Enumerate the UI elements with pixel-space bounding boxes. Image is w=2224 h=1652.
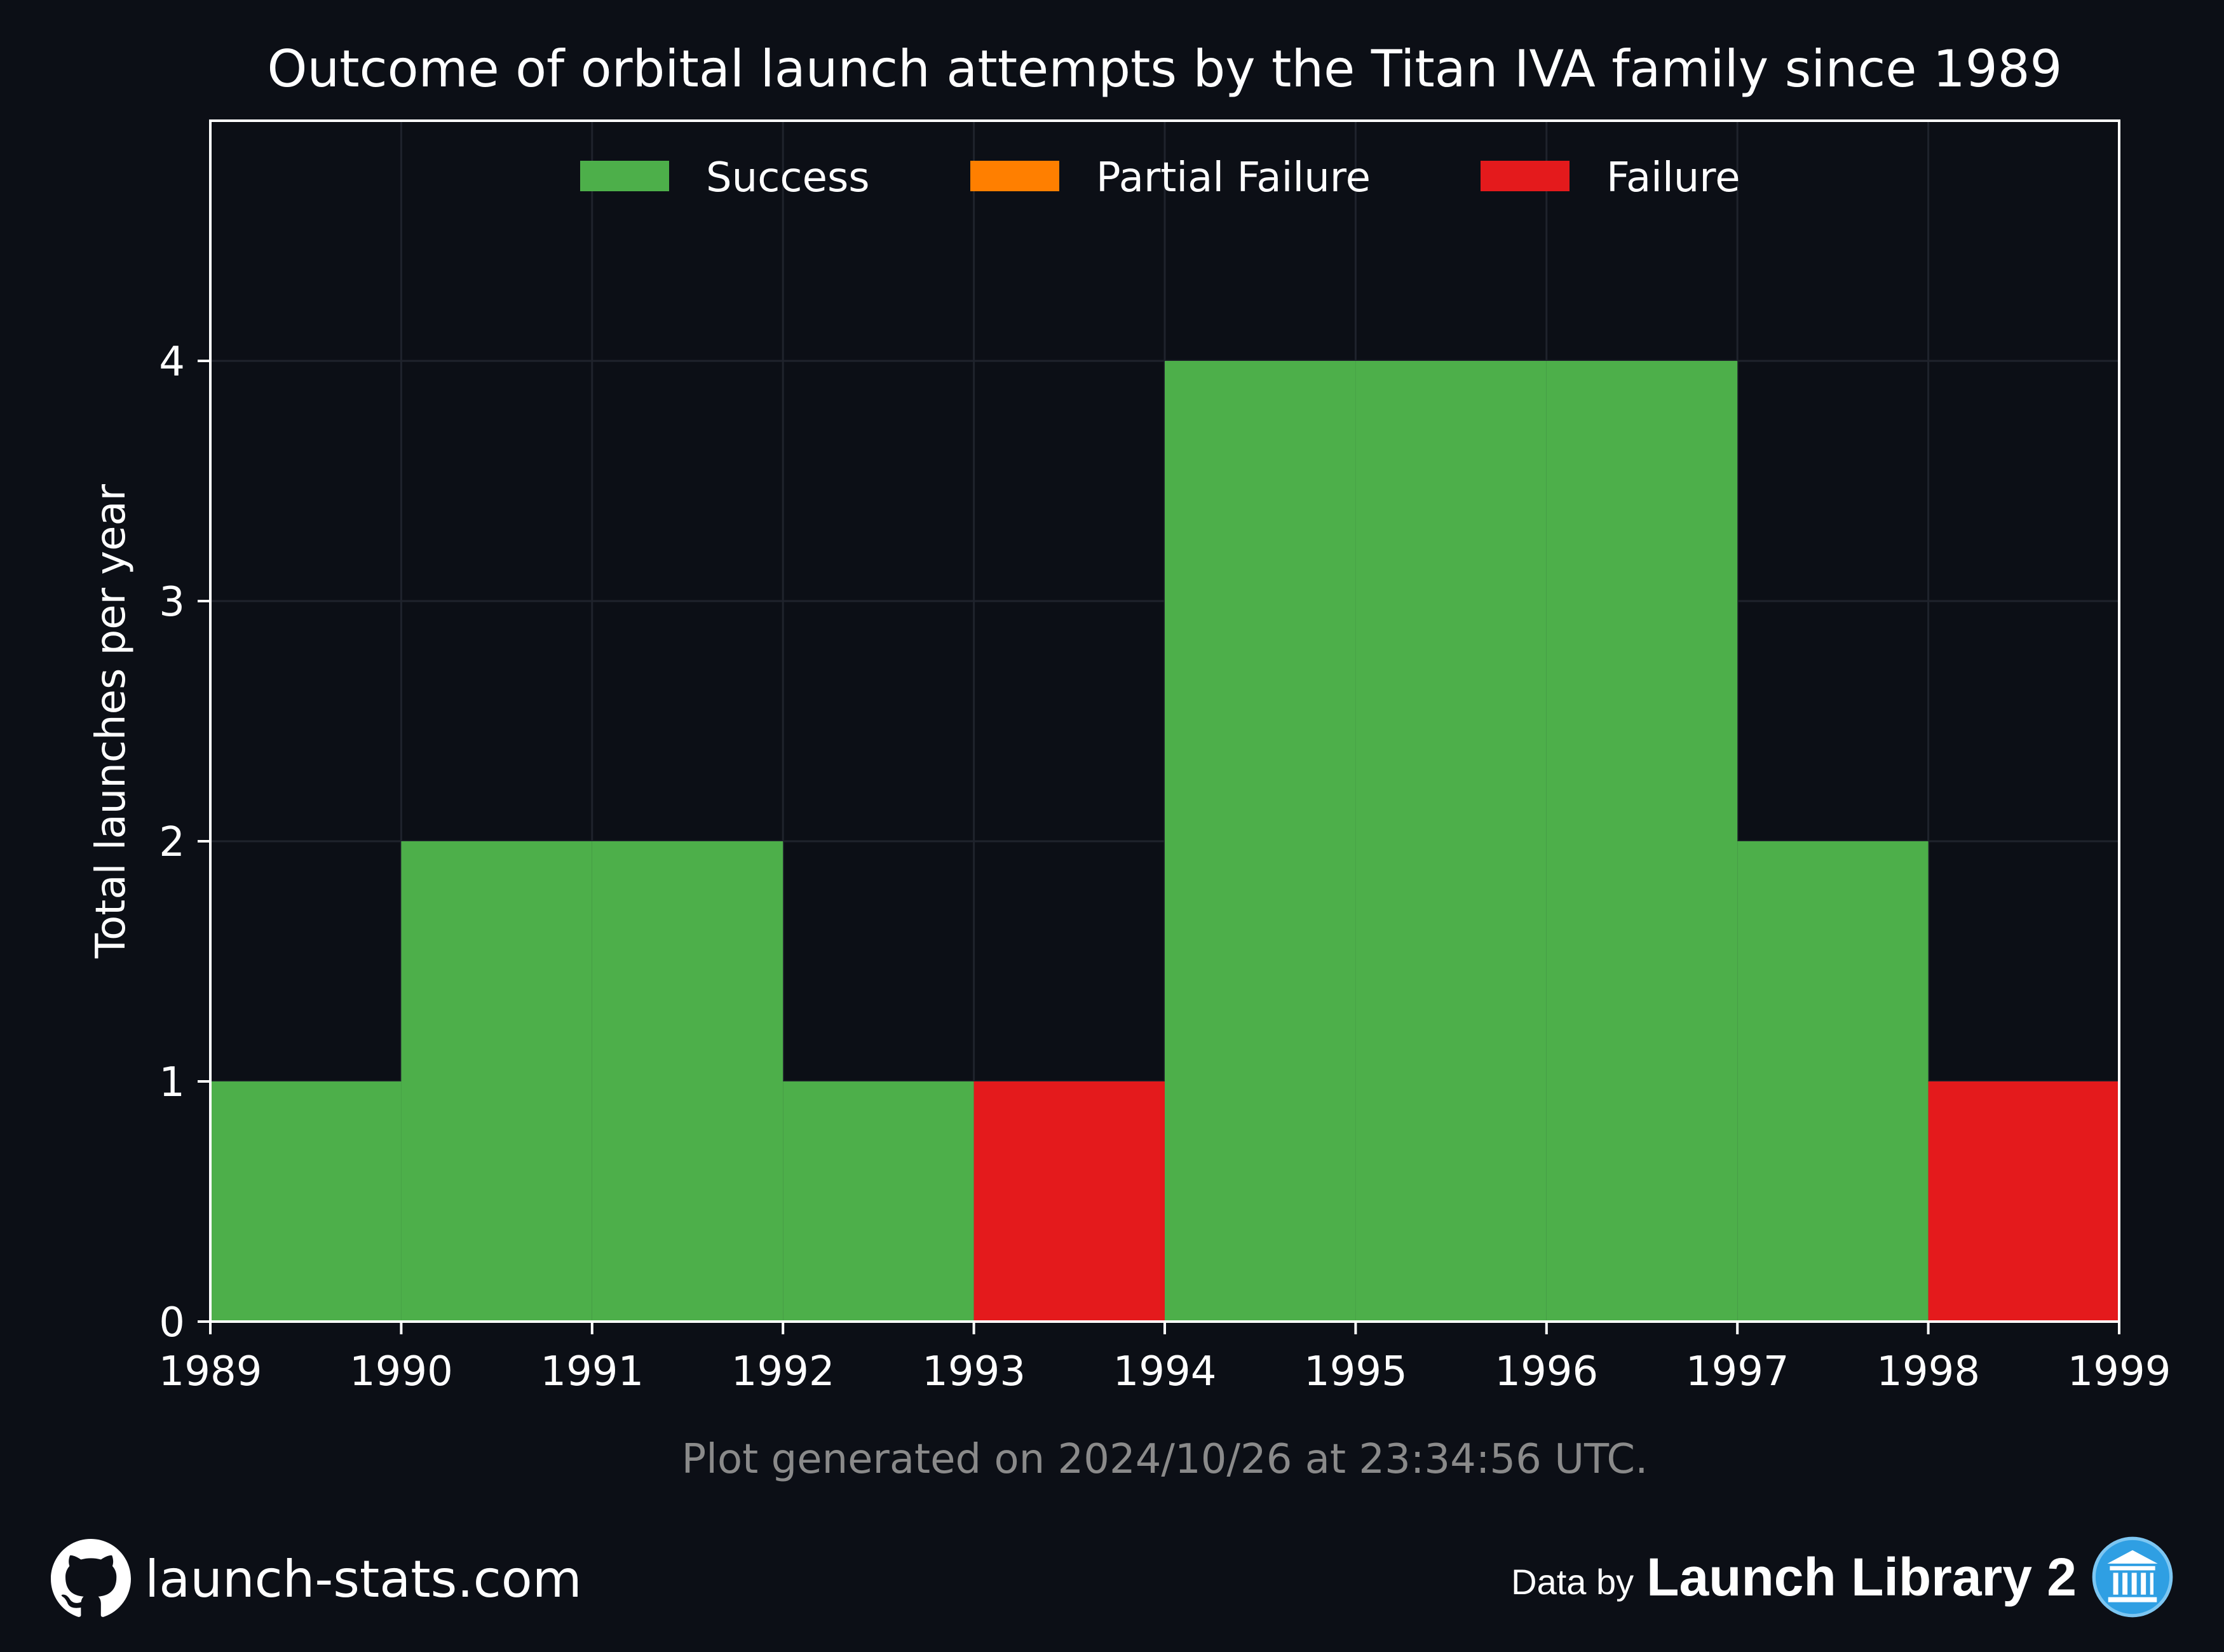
x-tick-label-1994: 1994 (1113, 1348, 1217, 1395)
data-by-label: Data by (1511, 1561, 1634, 1602)
legend-label-failure: Failure (1606, 154, 1740, 201)
bar-success-1997 (1737, 841, 1929, 1322)
bar-success-1989 (210, 1081, 402, 1322)
x-tick-label-1999: 1999 (2068, 1348, 2171, 1395)
legend-swatch-failure (1481, 161, 1570, 191)
y-axis-label: Total launches per year (88, 484, 135, 959)
bar-success-1996 (1546, 361, 1738, 1322)
x-tick-label-1991: 1991 (540, 1348, 644, 1395)
y-tick-label-2: 2 (159, 819, 185, 866)
bar-success-1994 (1165, 361, 1356, 1322)
footer-site[interactable]: launch-stats.com (51, 1538, 582, 1620)
bar-failure-1998 (1928, 1081, 2119, 1322)
bar-success-1990 (401, 841, 592, 1322)
x-tick-label-1995: 1995 (1304, 1348, 1407, 1395)
y-axis: 0 1 2 3 4 (159, 339, 210, 1346)
github-icon (51, 1539, 131, 1617)
bar-success-1991 (592, 841, 783, 1322)
legend-label-success: Success (706, 154, 870, 201)
bar-success-1995 (1355, 361, 1547, 1322)
y-tick-label-4: 4 (159, 339, 185, 386)
y-tick-label-3: 3 (159, 579, 185, 626)
bar-success-1992 (783, 1081, 974, 1322)
x-axis: 1989 1990 1991 1992 1993 1994 1995 1996 1997 1998… (159, 1322, 2171, 1395)
y-tick-label-0: 0 (159, 1299, 185, 1346)
legend: Success Partial Failure Failure (580, 154, 1740, 201)
launch-library-logo-icon (2092, 1536, 2173, 1618)
x-tick-label-1992: 1992 (731, 1348, 835, 1395)
bars (210, 361, 2119, 1322)
x-tick-label-1993: 1993 (922, 1348, 1026, 1395)
site-link[interactable]: launch-stats.com (145, 1549, 582, 1609)
x-tick-label-1997: 1997 (1686, 1348, 1789, 1395)
y-tick-label-1: 1 (159, 1059, 185, 1106)
x-tick-label-1998: 1998 (1876, 1348, 1980, 1395)
plot-generated-note: Plot generated on 2024/10/26 at 23:34:56… (682, 1436, 1648, 1483)
x-tick-label-1990: 1990 (349, 1348, 453, 1395)
bar-failure-1993 (973, 1081, 1165, 1322)
x-tick-label-1996: 1996 (1495, 1348, 1598, 1395)
footer-data-source[interactable]: Data by Launch Library 2 (1511, 1533, 2174, 1622)
launch-library-link[interactable]: Launch Library 2 (1646, 1547, 2077, 1607)
legend-label-partial-failure: Partial Failure (1096, 154, 1371, 201)
legend-swatch-success (580, 161, 669, 191)
x-tick-label-1989: 1989 (159, 1348, 262, 1395)
legend-swatch-partial-failure (970, 161, 1059, 191)
chart-title: Outcome of orbital launch attempts by th… (268, 39, 2063, 98)
